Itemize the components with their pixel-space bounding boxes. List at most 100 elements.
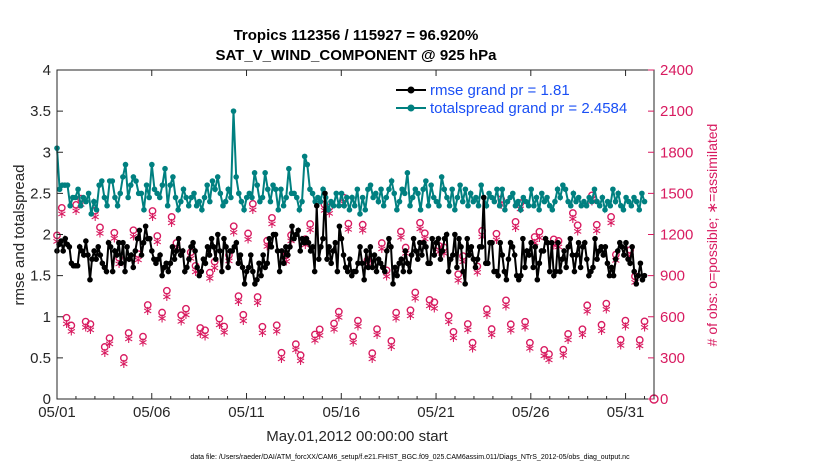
spread-point [336,202,342,209]
spread-point [417,207,424,213]
obs-possible-marker [100,343,109,351]
obs-possible-marker [602,299,611,308]
rmse-point [74,262,81,269]
rmse-point [280,260,287,267]
rmse-point [637,260,644,267]
obs-possible-marker [506,320,515,329]
spread-point [581,198,587,205]
rmse-point [289,223,295,230]
obs-assimilated-marker: ∗ [66,324,77,339]
rmse-point [577,264,584,271]
rmse-point [641,272,648,279]
rmse-point [93,256,99,262]
spread-point [641,198,648,205]
obs-assimilated-marker: ∗ [200,329,211,344]
spread-point [591,186,598,193]
spread-point [610,186,616,193]
rmse-point [398,256,405,262]
spread-point [222,198,229,205]
rmse-point [363,248,370,254]
spread-point [309,190,316,197]
spread-point [625,198,632,205]
obs-assimilated-marker: ∗ [305,223,316,238]
obs-possible-marker [358,220,367,229]
spread-point [185,202,192,209]
rmse-point [146,235,153,242]
rmse-point [478,244,485,250]
rmse-point [559,256,565,262]
rmse-point [91,248,97,254]
rmse-point [361,276,367,283]
obs-possible-marker [272,321,281,330]
obs-possible-marker [119,354,128,362]
spread-point [328,198,334,205]
spread-point [207,198,213,205]
spread-point [362,207,369,213]
rmse-point [309,244,316,250]
spread-point [573,198,579,205]
obs-assimilated-marker: ∗ [501,299,512,314]
obs-assimilated-marker: ∗ [591,224,602,239]
rmse-point [332,239,339,246]
spread-point [93,207,100,213]
obs-possible-marker [296,351,305,360]
rmse-point [381,268,388,275]
obs-possible-marker [468,338,477,347]
spread-point [56,186,63,193]
spread-point [409,194,416,201]
obs-possible-marker [239,310,248,319]
spread-point [88,211,95,217]
rmse-point [165,268,172,275]
spread-point [557,194,564,201]
spread-point [120,174,126,180]
rmse-point [460,268,466,275]
rmse-point [548,239,555,246]
rmse-point [565,244,572,250]
rmse-point [159,272,165,279]
rmse-point [602,244,609,250]
spread-point [180,186,187,193]
obs-possible-marker [392,308,401,317]
rmse-point [561,248,567,254]
spread-point [272,186,279,193]
spread-point [639,190,645,197]
rmse-point [338,235,345,242]
obs-possible-marker [105,334,114,343]
rmse-point [171,256,178,262]
rmse-point [169,244,176,250]
spread-point [351,202,358,209]
obs-assimilated-marker: ∗ [438,246,449,261]
rmse-point [324,256,330,262]
obs-assimilated-marker: ∗ [481,308,492,323]
rmse-point [272,231,279,238]
obs-assimilated-marker: ∗ [534,231,545,246]
obs-possible-marker [201,326,209,335]
x-tick-label: 05/21 [417,404,455,421]
y-tick-label: 3.5 [30,103,51,120]
obs-assimilated-marker: ∗ [505,323,516,338]
spread-point [112,194,118,201]
rmse-point [167,260,174,267]
rmse-point [495,272,501,279]
rmse-point [384,248,390,254]
spread-point [75,186,81,193]
spread-point [315,194,321,201]
rmse-point [404,260,411,267]
spread-point [196,198,203,205]
rmse-point [423,244,429,250]
spread-point [109,178,116,184]
spread-point [175,207,181,213]
spread-point [552,198,558,205]
rmse-point [388,244,394,250]
rmse-point [614,248,621,254]
legend-rmse-label: rmse grand pr = 1.81 [430,82,570,99]
obs-assimilated-marker: ∗ [395,230,406,245]
obs-possible-marker [86,320,95,329]
rmse-point [623,239,629,246]
rmse-point [206,252,213,258]
rmse-point [427,260,433,267]
obs-possible-marker [315,325,324,334]
obs-assimilated-marker: ∗ [410,292,421,307]
spread-point [425,202,432,209]
rmse-point [85,252,91,258]
